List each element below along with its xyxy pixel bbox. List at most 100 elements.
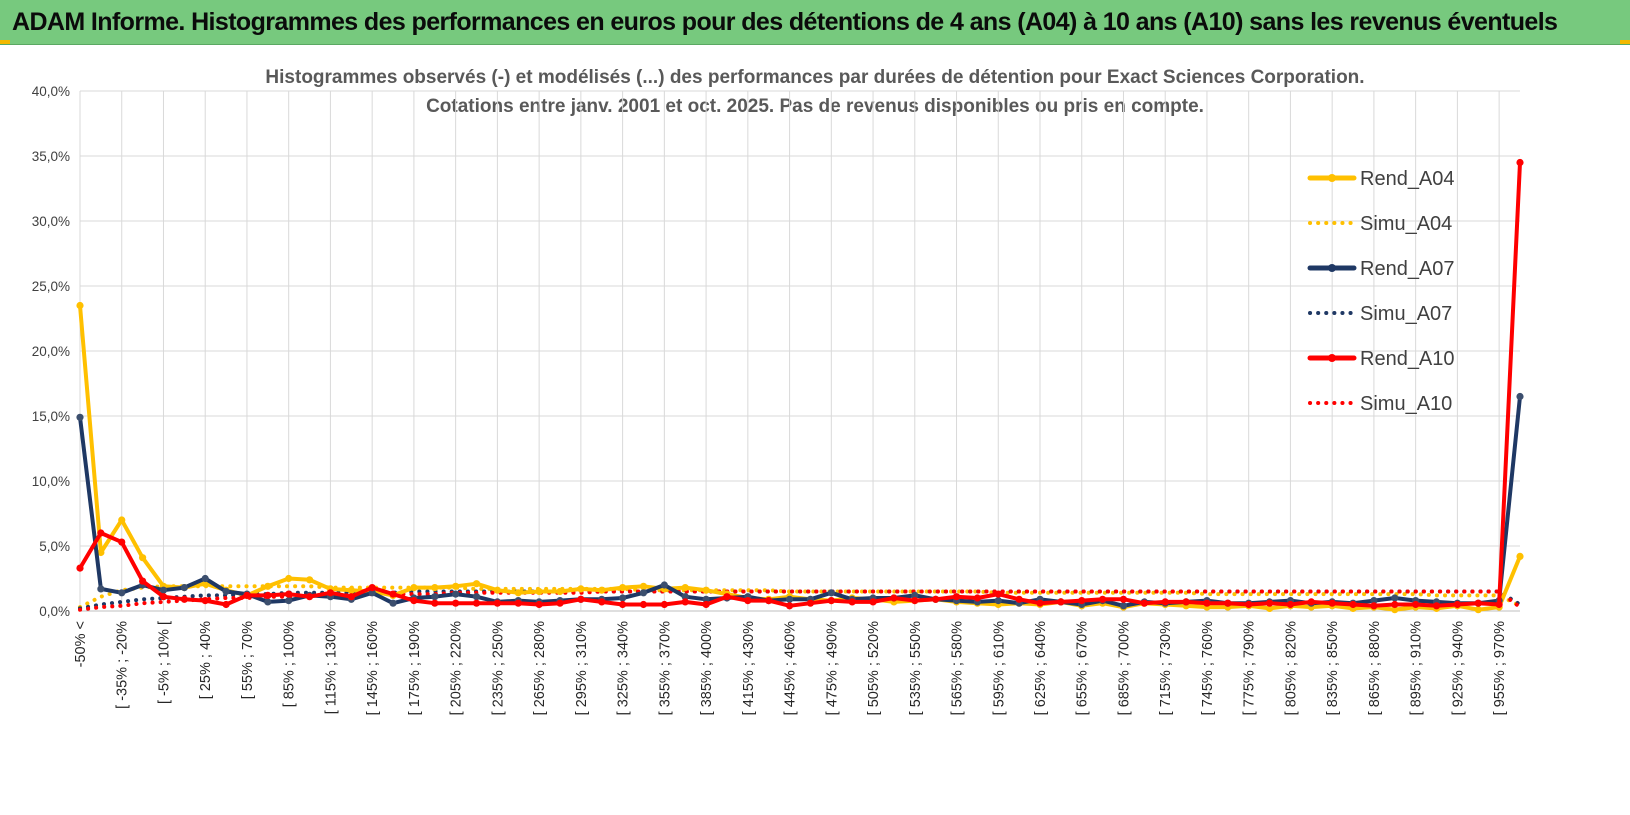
point-rend-a04 bbox=[577, 585, 585, 593]
point-rend-a07 bbox=[389, 599, 397, 607]
gridlines bbox=[79, 90, 1520, 612]
point-rend-a10 bbox=[765, 597, 773, 605]
point-rend-a10 bbox=[201, 597, 209, 605]
point-rend-a10 bbox=[1495, 600, 1503, 609]
point-rend-a10 bbox=[556, 599, 564, 607]
performance-histogram-chart: Histogrammes observés (-) et modélisés (… bbox=[32, 67, 1524, 715]
point-rend-a07 bbox=[785, 595, 794, 603]
point-rend-a10 bbox=[1015, 595, 1023, 603]
point-rend-a10 bbox=[660, 600, 668, 609]
x-tick-label: [ -35% ; -20% bbox=[115, 621, 131, 709]
point-rend-a10 bbox=[222, 600, 230, 609]
point-rend-a07 bbox=[472, 593, 481, 601]
point-rend-a07 bbox=[911, 591, 919, 600]
point-rend-a10 bbox=[1391, 600, 1399, 609]
legend-label-simu-a04: Simu_A04 bbox=[1360, 213, 1452, 235]
point-rend-a04 bbox=[139, 554, 147, 562]
point-rend-a10 bbox=[1224, 599, 1232, 607]
point-rend-a07 bbox=[97, 585, 105, 593]
point-rend-a04 bbox=[535, 587, 543, 596]
point-rend-a10 bbox=[305, 593, 314, 601]
y-tick-label: 30,0% bbox=[32, 214, 70, 229]
point-rend-a10 bbox=[785, 602, 794, 610]
point-rend-a04 bbox=[619, 584, 627, 592]
y-tick-label: 15,0% bbox=[32, 409, 70, 424]
point-rend-a10 bbox=[472, 599, 481, 607]
x-tick-label: [ 325% ; 340% bbox=[616, 621, 632, 715]
point-rend-a10 bbox=[1099, 595, 1107, 603]
point-rend-a10 bbox=[1307, 598, 1315, 606]
point-rend-a07 bbox=[1391, 594, 1399, 602]
x-tick-label: [ 265% ; 280% bbox=[532, 621, 548, 715]
x-tick-label: [ 835% ; 850% bbox=[1325, 621, 1341, 715]
x-tick-label: [ 415% ; 430% bbox=[741, 621, 757, 715]
point-rend-a04 bbox=[556, 587, 564, 596]
legend-label-rend-a07: Rend_A07 bbox=[1360, 258, 1455, 280]
point-rend-a10 bbox=[723, 593, 731, 601]
point-rend-a07 bbox=[76, 413, 84, 421]
point-rend-a04 bbox=[285, 574, 293, 583]
point-rend-a10 bbox=[535, 600, 543, 609]
point-rend-a07 bbox=[702, 595, 710, 603]
point-rend-a10 bbox=[1432, 602, 1441, 610]
x-tick-label: [ 295% ; 310% bbox=[574, 621, 590, 715]
x-tick-label: [ 775% ; 790% bbox=[1242, 621, 1258, 715]
point-rend-a04 bbox=[1265, 604, 1274, 613]
point-rend-a10 bbox=[139, 577, 147, 585]
point-rend-a10 bbox=[264, 591, 272, 600]
point-rend-a10 bbox=[368, 584, 376, 592]
point-rend-a10 bbox=[1370, 602, 1378, 610]
x-tick-label: [ 25% ; 40% bbox=[198, 621, 214, 699]
point-rend-a07 bbox=[639, 589, 648, 597]
x-tick-label: [ -5% ; 10% [ bbox=[156, 621, 172, 704]
x-tick-label: [ 145% ; 160% bbox=[365, 621, 381, 715]
point-rend-a10 bbox=[827, 597, 835, 605]
point-rend-a10 bbox=[285, 590, 293, 598]
chart-title: Histogrammes observés (-) et modélisés (… bbox=[265, 67, 1364, 88]
x-tick-label: [ 115% ; 130% bbox=[323, 621, 339, 714]
series-line-rend-a10 bbox=[78, 160, 1522, 608]
y-tick-label: 10,0% bbox=[32, 474, 70, 489]
point-rend-a10 bbox=[1474, 599, 1482, 607]
point-rend-a04 bbox=[493, 586, 501, 594]
point-rend-a07 bbox=[994, 597, 1002, 605]
series-line-simu-a10 bbox=[78, 589, 1522, 612]
point-rend-a04 bbox=[452, 582, 460, 590]
point-rend-a10 bbox=[848, 598, 856, 606]
point-rend-a10 bbox=[493, 599, 501, 607]
point-rend-a10 bbox=[76, 564, 84, 572]
point-rend-a10 bbox=[1349, 600, 1357, 609]
x-tick-label: [ 925% ; 940% bbox=[1450, 621, 1466, 715]
point-rend-a10 bbox=[410, 597, 418, 605]
legend-marker-rend-a07 bbox=[1328, 264, 1336, 272]
x-tick-label: [ 955% ; 970% bbox=[1492, 621, 1508, 715]
point-rend-a10 bbox=[452, 599, 460, 607]
point-rend-a10 bbox=[1182, 598, 1190, 606]
y-tick-label: 0,0% bbox=[39, 604, 70, 619]
chart-area: Histogrammes observés (-) et modélisés (… bbox=[0, 45, 1630, 815]
point-rend-a04 bbox=[514, 589, 522, 597]
point-rend-a10 bbox=[243, 591, 251, 600]
point-rend-a04 bbox=[598, 586, 606, 594]
point-rend-a10 bbox=[1516, 158, 1524, 167]
point-rend-a04 bbox=[76, 301, 84, 310]
legend-label-simu-a10: Simu_A10 bbox=[1360, 393, 1452, 415]
x-tick-label: [ 595% ; 610% bbox=[991, 621, 1007, 715]
point-rend-a07 bbox=[1516, 392, 1524, 401]
point-rend-a10 bbox=[180, 595, 188, 603]
point-rend-a07 bbox=[431, 593, 439, 601]
x-tick-label: [ 745% ; 760% bbox=[1200, 621, 1216, 715]
point-rend-a10 bbox=[681, 598, 689, 606]
x-axis-ticks: -50% < [ -35% ; -20% [ -5% ; 10% [[ 25% ; … bbox=[73, 621, 1508, 715]
x-tick-label: [ 385% ; 400% bbox=[699, 621, 715, 715]
series-lines bbox=[76, 158, 1524, 614]
legend-label-rend-a10: Rend_A10 bbox=[1360, 348, 1455, 370]
point-rend-a07 bbox=[180, 584, 188, 592]
point-rend-a10 bbox=[994, 590, 1002, 598]
legend-label-rend-a04: Rend_A04 bbox=[1360, 168, 1455, 190]
x-tick-label: [ 565% ; 580% bbox=[950, 621, 966, 715]
x-tick-label: [ 505% ; 520% bbox=[866, 621, 882, 715]
x-tick-label: [ 85% ; 100% bbox=[282, 621, 298, 707]
point-rend-a10 bbox=[577, 595, 585, 603]
point-rend-a04 bbox=[305, 576, 314, 584]
